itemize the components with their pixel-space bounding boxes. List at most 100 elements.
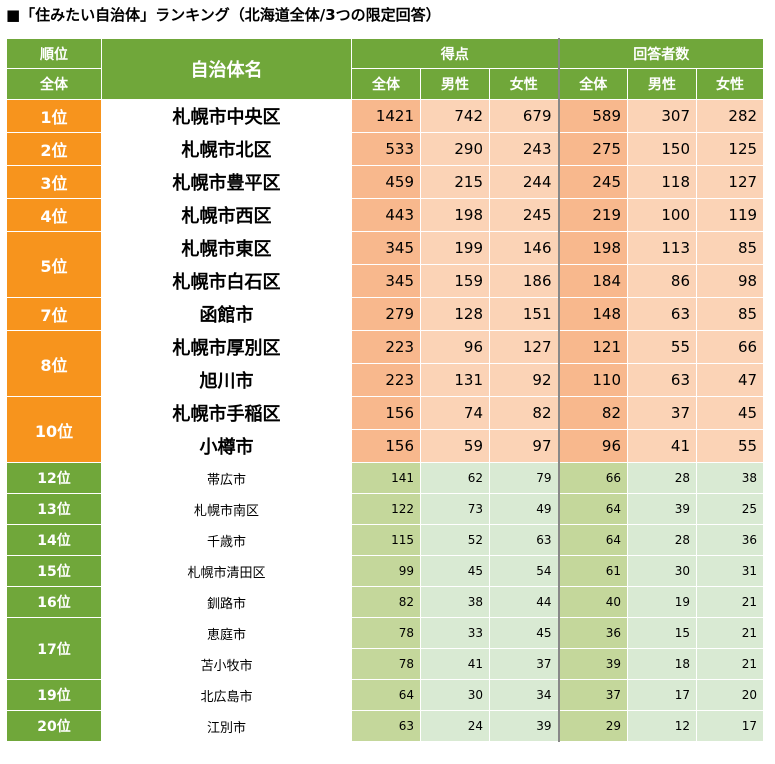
resp-male-cell: 63 (627, 363, 698, 397)
resp-female-cell: 55 (696, 429, 765, 463)
score-female-cell: 82 (488, 396, 560, 430)
resp-female-cell: 21 (696, 617, 765, 649)
score-male-header: 男性 (420, 68, 490, 100)
score-female-cell: 245 (488, 198, 560, 232)
score-female-cell: 127 (488, 330, 560, 364)
score-all-cell: 223 (351, 330, 421, 364)
resp-male-cell: 28 (627, 462, 698, 494)
name-cell: 札幌市南区 (101, 493, 352, 525)
score-all-cell: 279 (351, 297, 421, 331)
score-female-cell: 146 (488, 231, 560, 265)
table-row: 7位 函館市 279 128 151 148 63 85 (6, 297, 765, 331)
rank-cell: 8位 (6, 330, 102, 397)
name-cell: 北広島市 (101, 679, 352, 711)
resp-all-cell: 61 (557, 555, 629, 587)
resp-female-cell: 47 (696, 363, 765, 397)
name-cell: 札幌市清田区 (101, 555, 352, 587)
score-female-cell: 45 (488, 617, 560, 649)
rank-sub-header: 全体 (6, 68, 102, 100)
rank-cell: 13位 (6, 493, 102, 525)
score-female-cell: 44 (488, 586, 560, 618)
resp-all-cell: 82 (557, 396, 629, 430)
resp-male-header: 男性 (627, 68, 698, 100)
score-male-cell: 38 (420, 586, 490, 618)
rank-cell: 1位 (6, 99, 102, 133)
name-cell: 札幌市豊平区 (101, 165, 352, 199)
table-row: 小樽市 156 59 97 96 41 55 (7, 429, 765, 463)
score-female-cell: 63 (488, 524, 560, 556)
resp-female-header: 女性 (696, 68, 765, 100)
resp-female-cell: 31 (696, 555, 765, 587)
resp-all-cell: 29 (557, 710, 629, 742)
resp-all-cell: 121 (557, 330, 629, 364)
resp-male-cell: 15 (627, 617, 698, 649)
resp-female-cell: 85 (696, 231, 765, 265)
resp-male-cell: 12 (627, 710, 698, 742)
resp-male-cell: 18 (627, 648, 698, 680)
resp-female-cell: 66 (696, 330, 765, 364)
resp-female-cell: 45 (696, 396, 765, 430)
name-cell: 札幌市北区 (101, 132, 352, 166)
rank-cell: 4位 (6, 198, 102, 232)
table-row: 8位 札幌市厚別区 223 96 127 121 55 66 (6, 330, 765, 397)
score-female-cell: 49 (488, 493, 560, 525)
resp-all-cell: 39 (557, 648, 629, 680)
rank-cell: 5位 (6, 231, 102, 298)
rank-header: 順位 (6, 38, 102, 69)
rank-cell: 17位 (6, 617, 102, 680)
score-female-cell: 79 (488, 462, 560, 494)
score-female-cell: 243 (488, 132, 560, 166)
table-row: 14位 千歳市 115 52 63 64 28 36 (6, 524, 765, 556)
rank-cell: 2位 (6, 132, 102, 166)
score-female-cell: 92 (488, 363, 560, 397)
resp-all-cell: 198 (557, 231, 629, 265)
table-row: 5位 札幌市東区 345 199 146 198 113 85 (6, 231, 765, 298)
score-all-cell: 459 (351, 165, 421, 199)
resp-male-cell: 28 (627, 524, 698, 556)
score-all-header: 全体 (351, 68, 421, 100)
table-row: 13位 札幌市南区 122 73 49 64 39 25 (6, 493, 765, 525)
name-cell: 札幌市厚別区 (101, 330, 352, 364)
rank-cell: 14位 (6, 524, 102, 556)
resp-all-cell: 64 (557, 524, 629, 556)
score-male-cell: 198 (420, 198, 490, 232)
table-row: 4位 札幌市西区 443 198 245 219 100 119 (6, 198, 765, 232)
resp-female-cell: 20 (696, 679, 765, 711)
resp-male-cell: 41 (627, 429, 698, 463)
resp-male-cell: 37 (627, 396, 698, 430)
score-all-cell: 64 (351, 679, 421, 711)
rank-cell: 10位 (6, 396, 102, 463)
resp-all-cell: 219 (557, 198, 629, 232)
resp-male-cell: 113 (627, 231, 698, 265)
score-female-cell: 54 (488, 555, 560, 587)
resp-female-cell: 98 (696, 264, 765, 298)
name-cell: 札幌市西区 (101, 198, 352, 232)
resp-male-cell: 55 (627, 330, 698, 364)
score-all-cell: 122 (351, 493, 421, 525)
table-row: 20位 江別市 63 24 39 29 12 17 (6, 710, 765, 742)
score-male-cell: 159 (420, 264, 490, 298)
resp-female-cell: 21 (696, 586, 765, 618)
score-male-cell: 52 (420, 524, 490, 556)
name-cell: 札幌市東区 (101, 231, 352, 265)
rank-cell: 12位 (6, 462, 102, 494)
resp-male-cell: 100 (627, 198, 698, 232)
score-male-cell: 73 (420, 493, 490, 525)
resp-female-cell: 85 (696, 297, 765, 331)
resp-all-cell: 64 (557, 493, 629, 525)
score-male-cell: 742 (420, 99, 490, 133)
resp-all-cell: 110 (557, 363, 629, 397)
resp-all-cell: 66 (557, 462, 629, 494)
rank-cell: 3位 (6, 165, 102, 199)
rank-cell: 7位 (6, 297, 102, 331)
name-cell: 釧路市 (101, 586, 352, 618)
name-cell: 札幌市白石区 (101, 264, 352, 298)
score-all-cell: 78 (351, 617, 421, 649)
score-male-cell: 128 (420, 297, 490, 331)
name-cell: 恵庭市 (101, 617, 352, 649)
table-row: 3位 札幌市豊平区 459 215 244 245 118 127 (6, 165, 765, 199)
score-all-cell: 345 (351, 231, 421, 265)
resp-female-cell: 125 (696, 132, 765, 166)
resp-male-cell: 118 (627, 165, 698, 199)
name-cell: 札幌市手稲区 (101, 396, 352, 430)
